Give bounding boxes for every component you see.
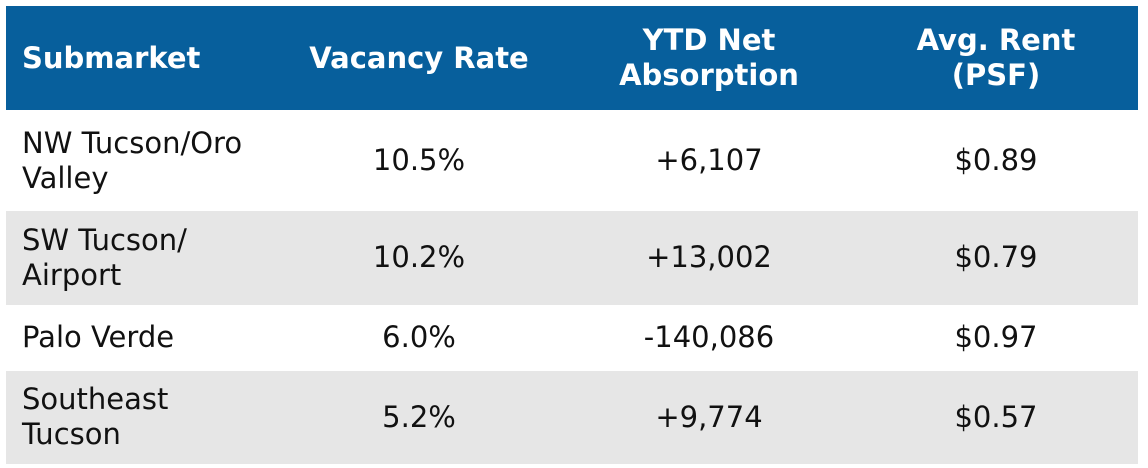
cell-avg-rent: $0.97 <box>854 304 1138 369</box>
header-avg-rent: Avg. Rent (PSF) <box>854 6 1138 112</box>
cell-vacancy-rate: 10.5% <box>274 109 564 210</box>
table-header-row: Submarket Vacancy Rate YTD Net Absorptio… <box>6 6 1138 112</box>
submarket-name-line1: SW Tucson/ <box>22 222 187 257</box>
cell-avg-rent: $0.79 <box>854 207 1138 307</box>
cell-ytd-net-absorption: -140,086 <box>564 304 854 369</box>
table-row: Southeast Tucson 5.2% +9,774 $0.57 <box>6 366 1138 464</box>
submarket-statistics-table: Submarket Vacancy Rate YTD Net Absorptio… <box>6 6 1138 464</box>
submarket-name-line1: NW Tucson/Oro <box>22 125 243 160</box>
submarket-name-line1: Southeast <box>22 382 169 417</box>
cell-vacancy-rate: 5.2% <box>274 366 564 464</box>
header-ytd-net-absorption-line2: Absorption <box>619 58 799 92</box>
cell-ytd-net-absorption: +13,002 <box>564 207 854 307</box>
table-row: NW Tucson/Oro Valley 10.5% +6,107 $0.89 <box>6 109 1138 210</box>
header-vacancy-rate: Vacancy Rate <box>274 6 564 112</box>
submarket-name-line2: Valley <box>22 160 109 195</box>
header-ytd-net-absorption: YTD Net Absorption <box>564 6 854 112</box>
header-avg-rent-line2: (PSF) <box>951 58 1041 92</box>
cell-vacancy-rate: 6.0% <box>274 304 564 369</box>
cell-submarket: NW Tucson/Oro Valley <box>6 109 274 210</box>
header-avg-rent-line1: Avg. Rent <box>916 23 1076 57</box>
cell-avg-rent: $0.57 <box>854 366 1138 464</box>
submarket-name-line2: Airport <box>22 257 122 292</box>
header-vacancy-rate-label: Vacancy Rate <box>309 40 529 75</box>
table-row: SW Tucson/ Airport 10.2% +13,002 $0.79 <box>6 207 1138 307</box>
header-submarket: Submarket <box>6 6 274 112</box>
header-ytd-net-absorption-line1: YTD Net <box>642 23 776 57</box>
cell-submarket: Palo Verde <box>6 304 274 369</box>
cell-submarket: Southeast Tucson <box>6 366 274 464</box>
submarket-name-line2: Tucson <box>22 417 121 452</box>
cell-submarket: SW Tucson/ Airport <box>6 207 274 307</box>
cell-ytd-net-absorption: +9,774 <box>564 366 854 464</box>
cell-avg-rent: $0.89 <box>854 109 1138 210</box>
cell-ytd-net-absorption: +6,107 <box>564 109 854 210</box>
submarket-name-line1: Palo Verde <box>22 320 175 355</box>
header-submarket-label: Submarket <box>22 40 201 75</box>
table-row: Palo Verde 6.0% -140,086 $0.97 <box>6 304 1138 369</box>
cell-vacancy-rate: 10.2% <box>274 207 564 307</box>
